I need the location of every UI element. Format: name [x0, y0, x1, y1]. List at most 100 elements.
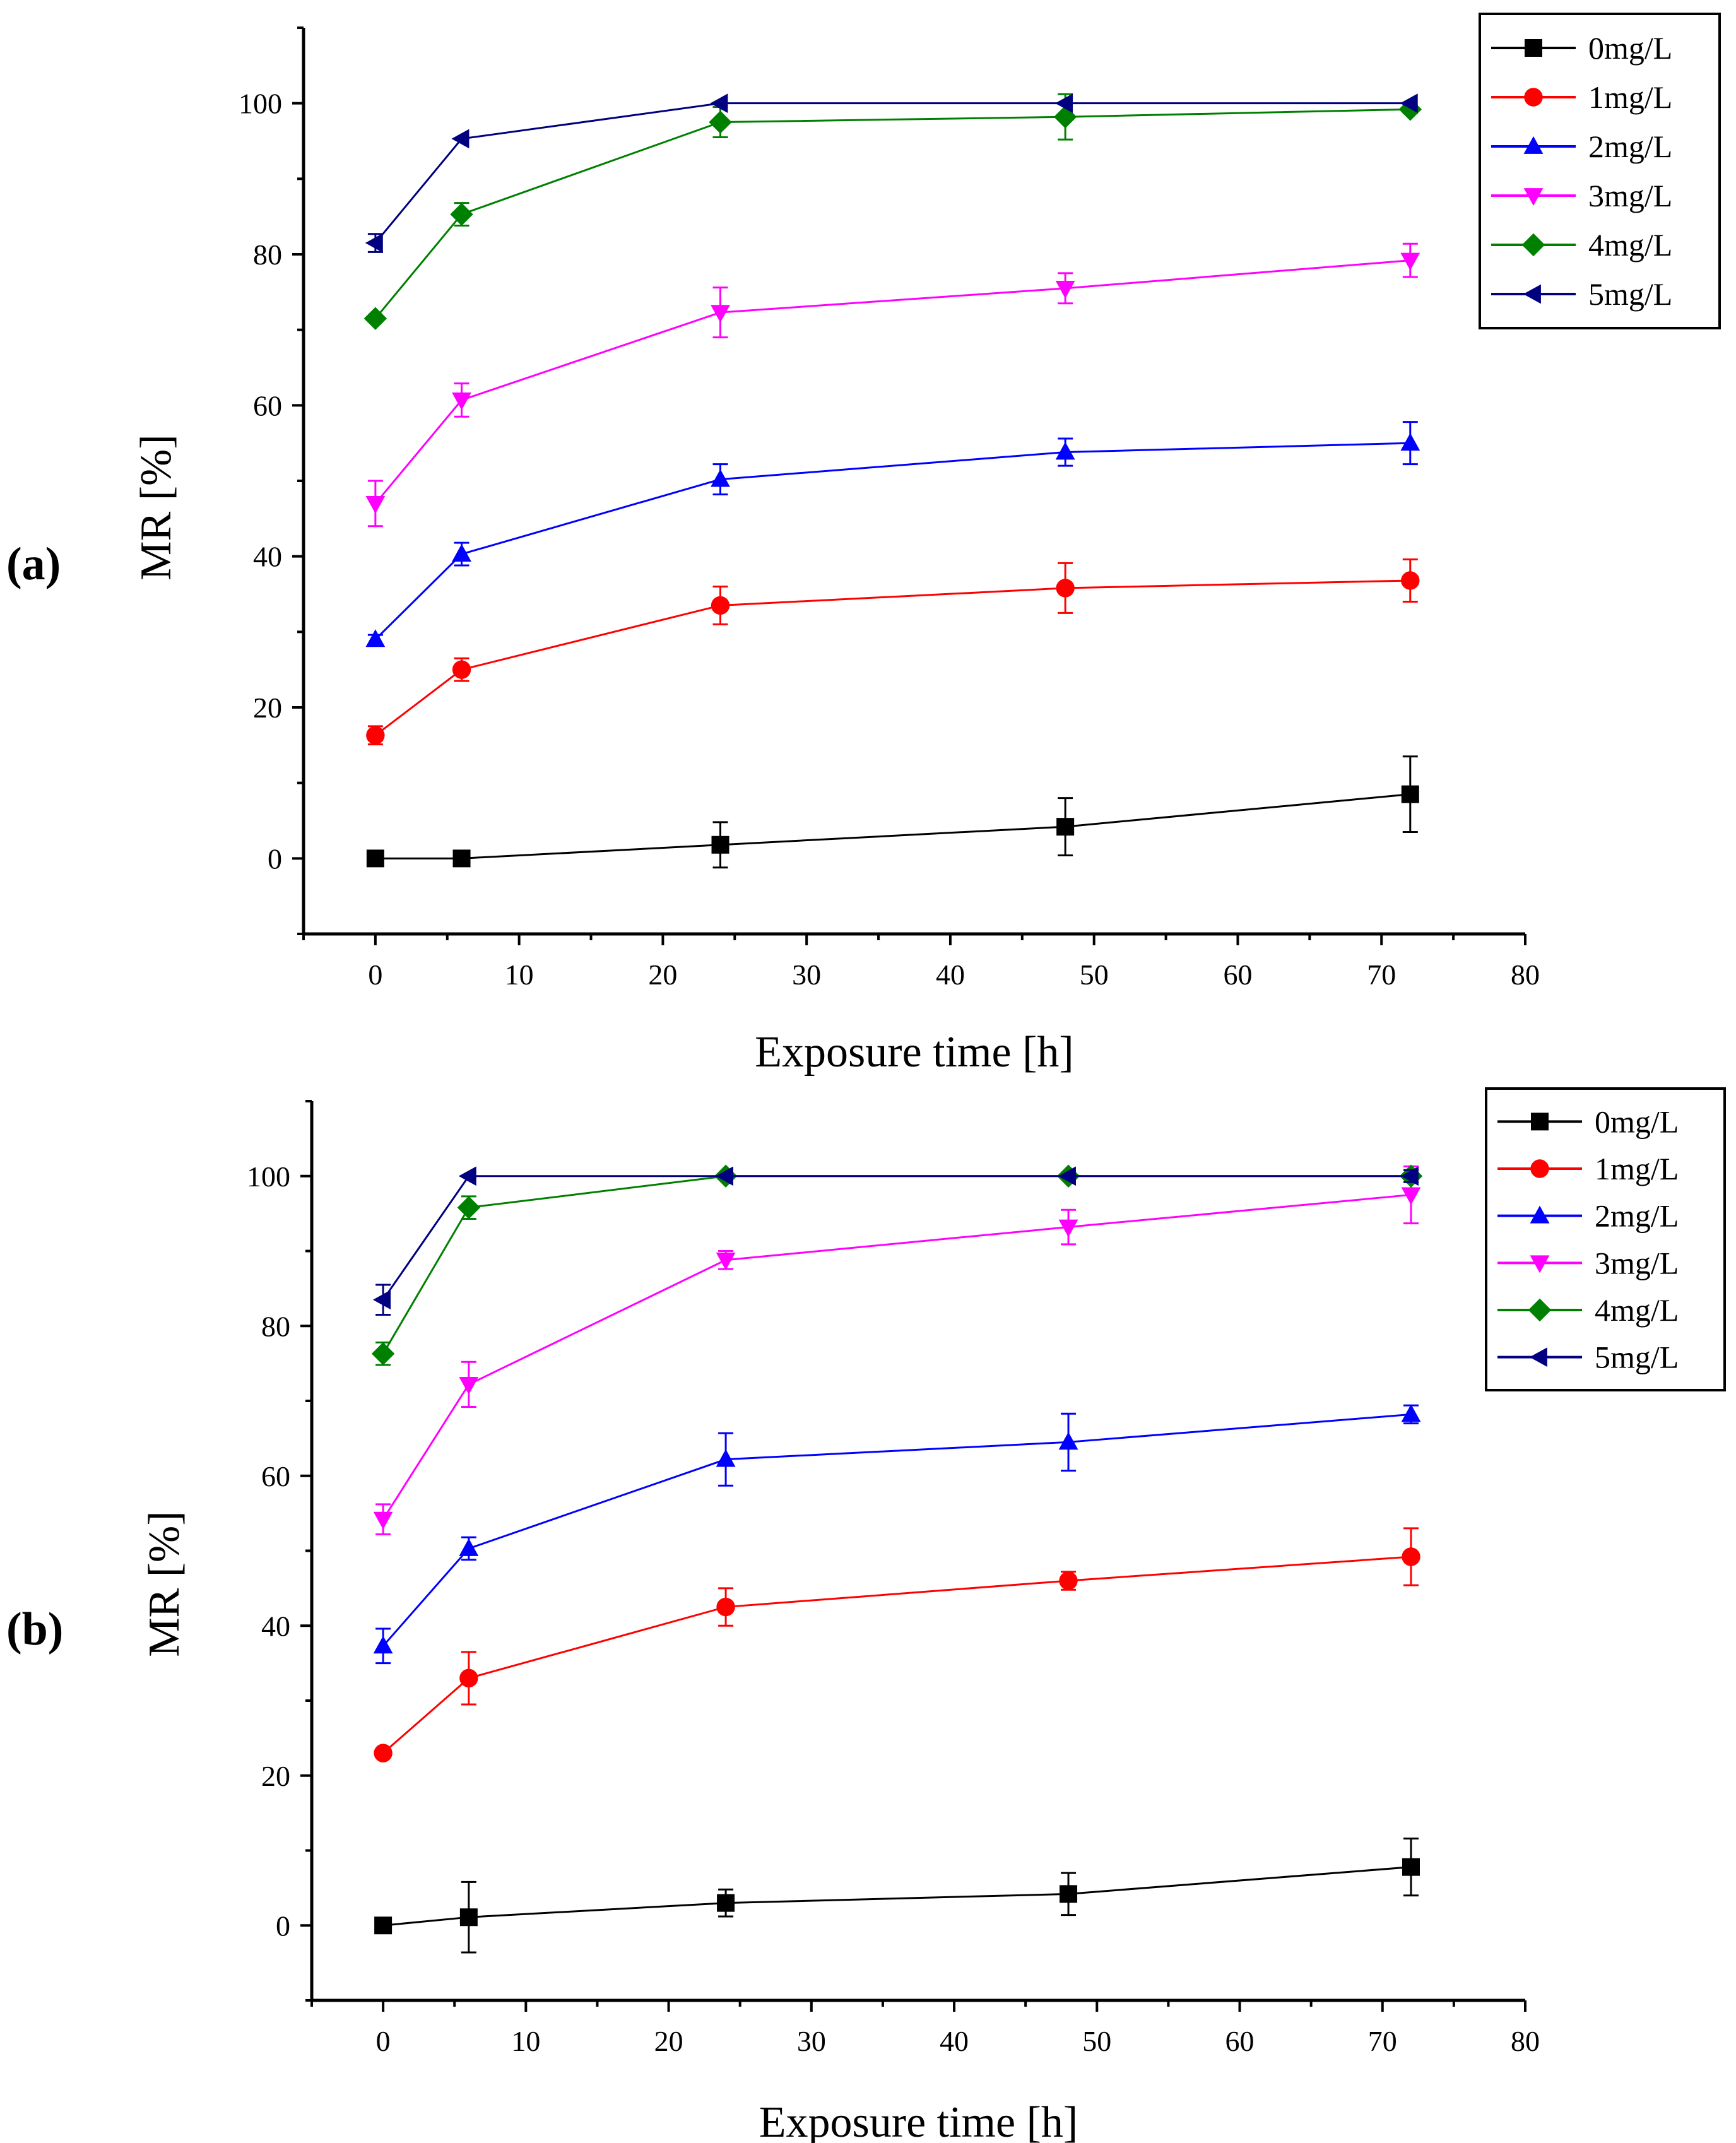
legend-label: 4mg/L — [1595, 1292, 1679, 1328]
data-point — [1402, 1547, 1420, 1566]
series-line — [382, 1175, 1412, 1354]
legend-marker — [1525, 39, 1542, 57]
data-point — [457, 1196, 481, 1219]
data-point — [459, 1908, 478, 1927]
data-point — [1401, 571, 1420, 590]
y-tick-label: 80 — [253, 239, 282, 271]
series-line — [382, 1193, 1412, 1520]
y-tick-label: 20 — [253, 692, 282, 724]
data-point — [1400, 252, 1420, 271]
data-point — [451, 129, 469, 149]
data-point — [716, 1252, 736, 1270]
x-tick-label: 20 — [648, 959, 677, 991]
series-5mg/L — [373, 1166, 1419, 1316]
panel-label: (a) — [6, 538, 61, 590]
legend-marker — [1528, 1298, 1552, 1322]
x-tick-label: 40 — [936, 959, 965, 991]
data-point — [363, 307, 387, 330]
data-point — [710, 93, 728, 114]
series-line — [374, 579, 1410, 736]
series-line — [374, 102, 1410, 244]
legend-marker — [1523, 136, 1544, 154]
legend-marker — [1529, 1347, 1547, 1367]
series-4mg/L — [363, 93, 1422, 330]
data-point — [1401, 1404, 1421, 1422]
series-line — [382, 1413, 1412, 1647]
series-1mg/L — [366, 558, 1420, 746]
x-tick-label: 50 — [1082, 2025, 1111, 2057]
data-point — [711, 596, 730, 615]
legend-label: 0mg/L — [1595, 1104, 1679, 1139]
panel-a: (a) 0 20 40 60 80 100 0 10 20 30 40 50 60 70 80 Exposur… — [6, 13, 1721, 1077]
legend-marker — [1530, 1159, 1549, 1178]
data-point — [1055, 280, 1075, 298]
legend-marker — [1530, 1205, 1550, 1224]
data-point — [1400, 1166, 1419, 1186]
y-tick-label: 20 — [261, 1760, 290, 1792]
data-point — [711, 835, 729, 854]
x-tick-label: 30 — [797, 2025, 826, 2057]
data-point — [1059, 1571, 1078, 1590]
data-point — [1401, 1187, 1421, 1205]
x-tick-label: 0 — [376, 2025, 391, 2057]
y-tick-label: 0 — [276, 1910, 290, 1942]
data-point — [715, 1166, 733, 1186]
series-4mg/L — [371, 1164, 1423, 1366]
x-tick-label: 10 — [505, 959, 534, 991]
legend-label: 0mg/L — [1588, 30, 1672, 66]
data-point — [371, 1342, 395, 1366]
series-5mg/L — [365, 93, 1418, 253]
y-tick-label: 40 — [261, 1610, 290, 1642]
panel-b: (b) 0 20 40 60 80 100 0 10 20 30 40 50 60 70 80 Exposur… — [6, 1087, 1726, 2143]
data-point — [1058, 1219, 1078, 1237]
x-tick-label: 60 — [1225, 2025, 1255, 2057]
data-point — [1055, 442, 1075, 460]
legend-label: 3mg/L — [1588, 178, 1672, 213]
series-0mg/L — [374, 1838, 1420, 1954]
legend-marker — [1530, 1255, 1550, 1273]
series-0mg/L — [366, 755, 1419, 869]
data-point — [459, 1376, 479, 1395]
data-point — [709, 110, 732, 134]
legend-marker — [1523, 284, 1541, 304]
x-tick-label: 10 — [511, 2025, 540, 2057]
data-point — [452, 393, 471, 411]
data-point — [450, 203, 473, 226]
series-line — [382, 1175, 1412, 1301]
legend-marker — [1531, 1113, 1549, 1131]
legend: 0mg/L 1mg/L 2mg/L 3mg/L 4mg/L 5mg/L — [1479, 13, 1721, 329]
legend-label: 2mg/L — [1595, 1198, 1679, 1234]
data-point — [1060, 1885, 1078, 1903]
data-point — [452, 849, 471, 868]
x-tick-label: 20 — [654, 2025, 683, 2057]
data-point — [459, 1668, 478, 1688]
panel-label: (b) — [6, 1603, 63, 1655]
legend-label: 5mg/L — [1588, 276, 1672, 312]
x-axis-title: Exposure time [h] — [755, 1028, 1073, 1077]
series-2mg/L — [365, 421, 1420, 647]
data-point — [1402, 1858, 1420, 1876]
y-axis-title: MR [%] — [140, 1511, 189, 1656]
data-point — [365, 496, 386, 514]
series-line — [382, 1866, 1412, 1927]
x-tick-label: 0 — [368, 959, 382, 991]
series-line — [374, 108, 1410, 319]
legend: 0mg/L 1mg/L 2mg/L 3mg/L 4mg/L 5mg/L — [1485, 1087, 1726, 1391]
data-point — [374, 1744, 393, 1762]
y-tick-label: 60 — [253, 389, 282, 422]
data-point — [458, 1166, 476, 1186]
data-point — [1056, 818, 1075, 836]
series-3mg/L — [365, 242, 1420, 528]
data-point — [452, 660, 471, 679]
x-tick-label: 30 — [792, 959, 821, 991]
legend-label: 3mg/L — [1595, 1245, 1679, 1280]
legend-marker — [1524, 88, 1543, 107]
data-point — [366, 726, 385, 745]
series-line — [375, 793, 1410, 859]
data-point — [373, 1511, 393, 1530]
x-tick-label: 50 — [1080, 959, 1109, 991]
data-point — [1400, 93, 1418, 114]
data-point — [366, 849, 384, 868]
y-tick-label: 80 — [261, 1310, 290, 1342]
